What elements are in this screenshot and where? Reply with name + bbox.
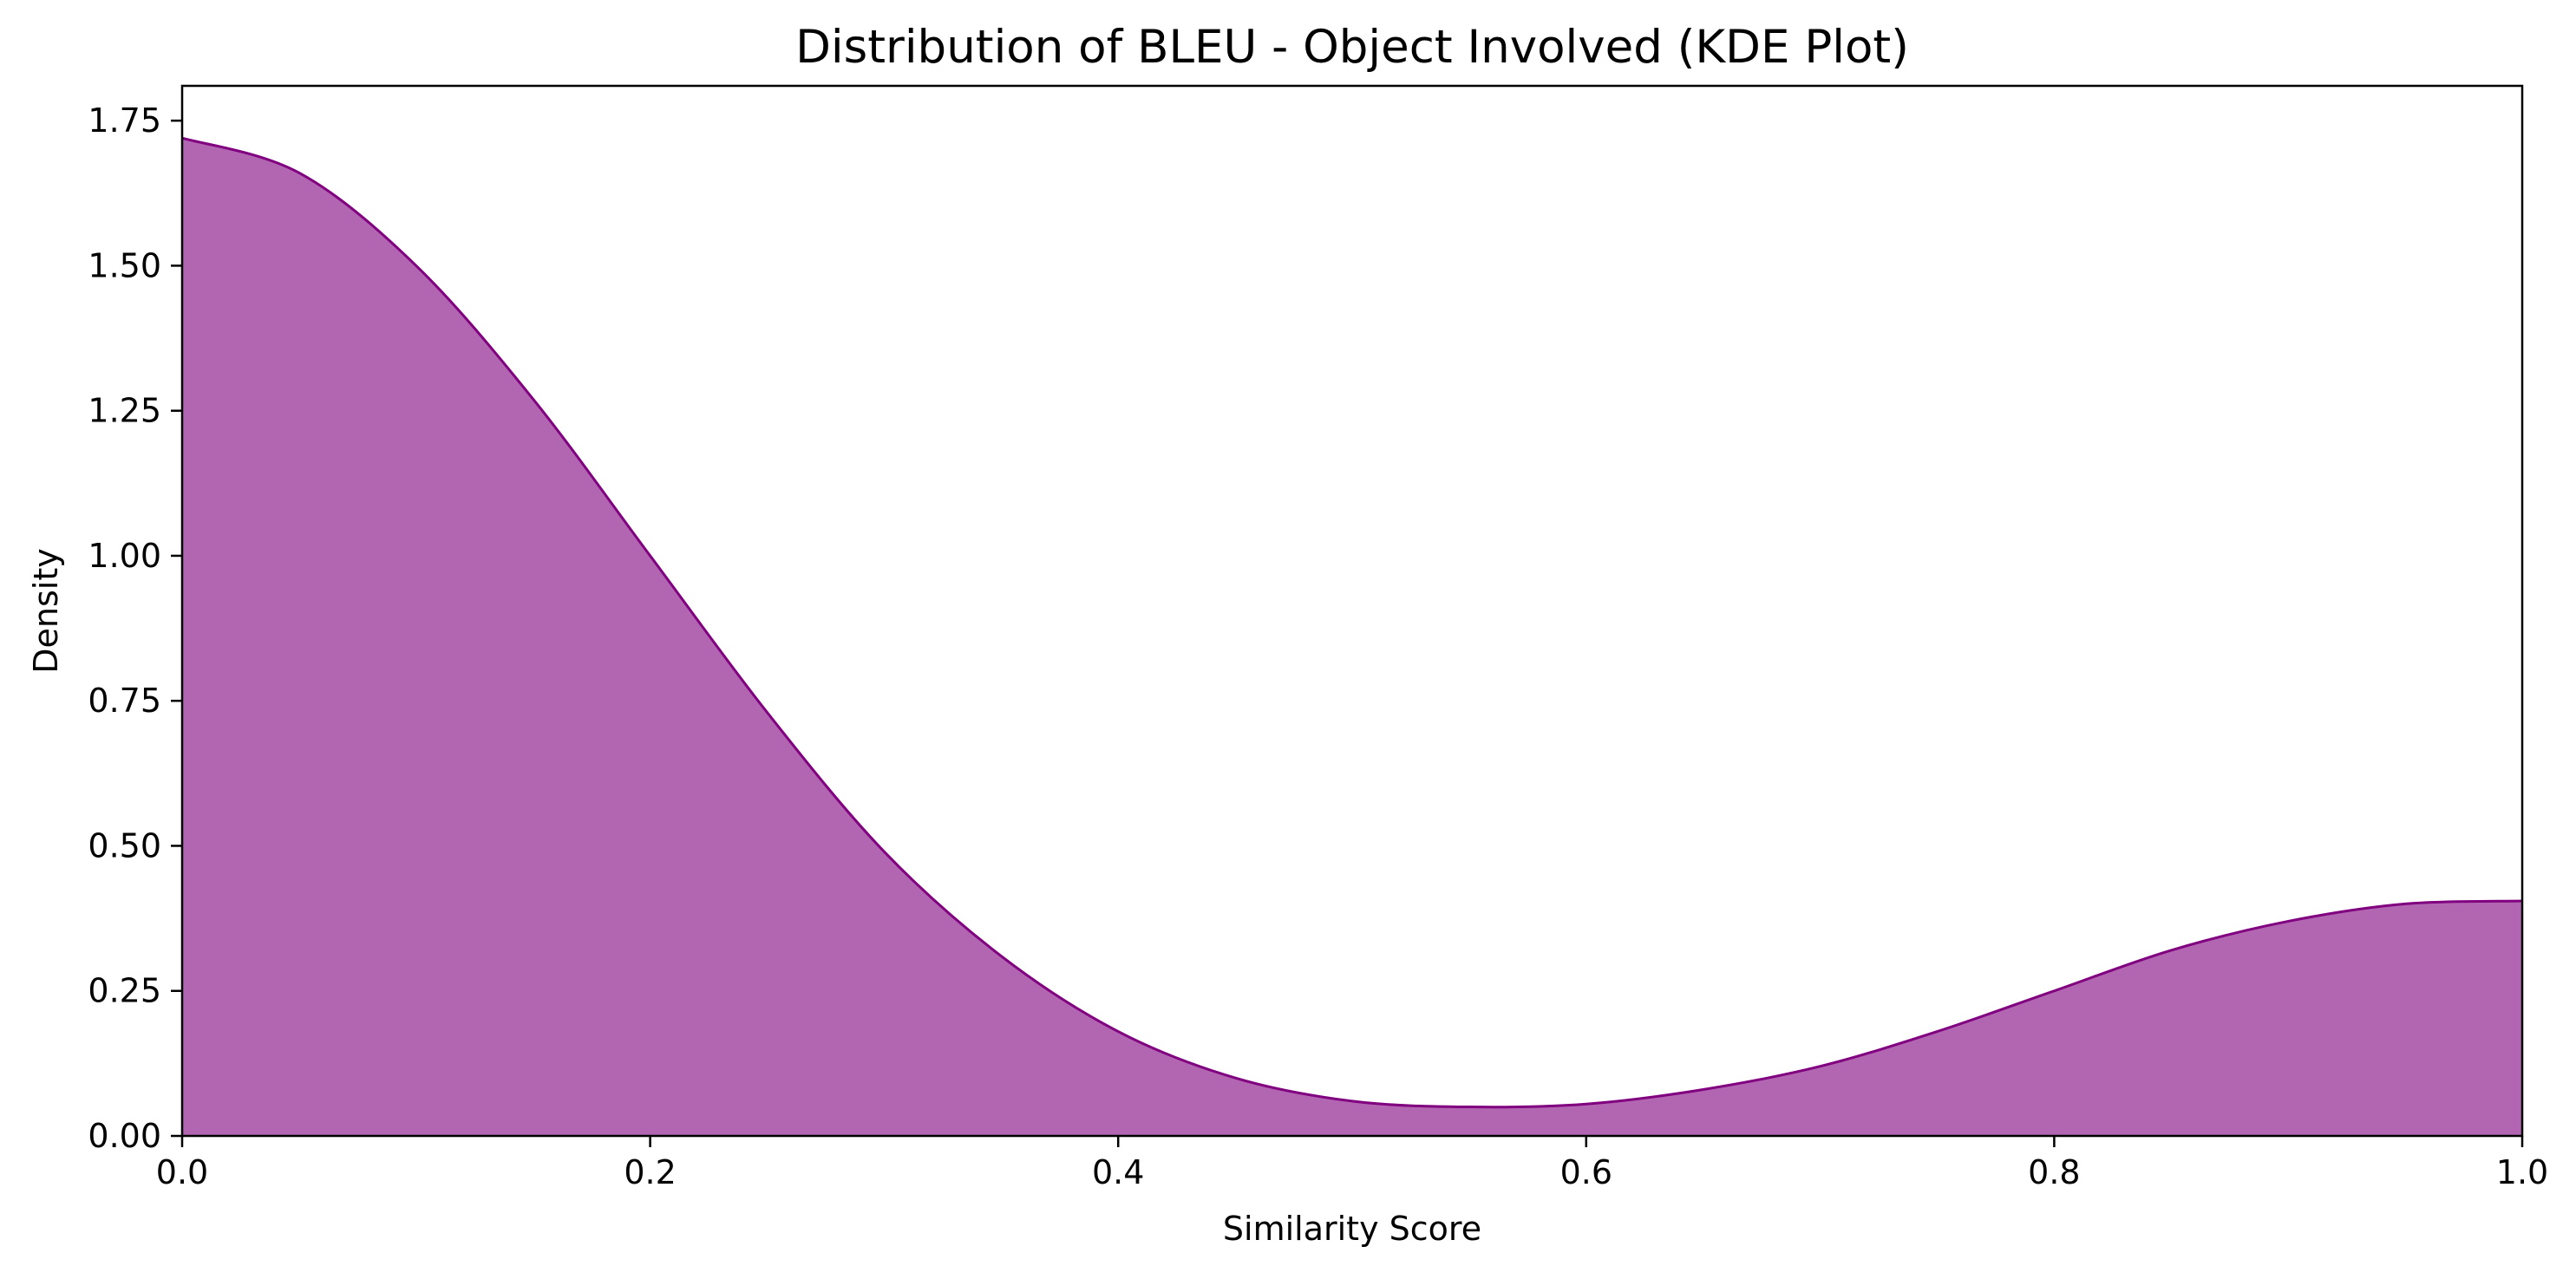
kde-area-fill [182,138,2522,1137]
y-axis-label: Density [27,548,65,673]
y-tick-label: 1.00 [88,537,161,575]
x-tick-label: 1.0 [2496,1153,2548,1191]
kde-curve-line [181,136,2523,1109]
y-tick-label: 1.50 [88,246,161,284]
x-axis-label: Similarity Score [1223,1210,1481,1248]
x-tick-label: 0.0 [156,1153,208,1191]
y-tick-label: 0.00 [88,1117,161,1155]
y-tick-label: 0.25 [88,972,161,1010]
plot-area [180,84,2524,1138]
y-axis: 0.00 0.25 0.50 0.75 1.00 1.25 1.50 1.75 [88,101,182,1155]
x-axis: 0.0 0.2 0.4 0.6 0.8 1.0 [156,1136,2548,1191]
axes-frame [180,84,2524,1138]
x-tick-label: 0.6 [1560,1153,1612,1191]
y-tick-label: 1.75 [88,101,161,140]
y-tick-label: 0.75 [88,682,161,720]
x-tick-label: 0.4 [1092,1153,1144,1191]
chart-title: Distribution of BLEU - Object Involved (… [795,21,1909,74]
x-tick-label: 0.8 [2028,1153,2080,1191]
x-tick-label: 0.2 [624,1153,676,1191]
y-tick-label: 1.25 [88,392,161,430]
y-tick-label: 0.50 [88,826,161,865]
